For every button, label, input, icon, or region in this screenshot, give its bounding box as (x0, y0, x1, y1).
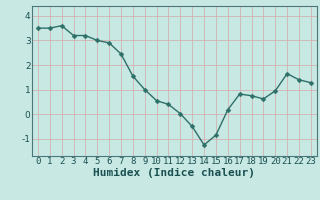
X-axis label: Humidex (Indice chaleur): Humidex (Indice chaleur) (93, 168, 255, 178)
